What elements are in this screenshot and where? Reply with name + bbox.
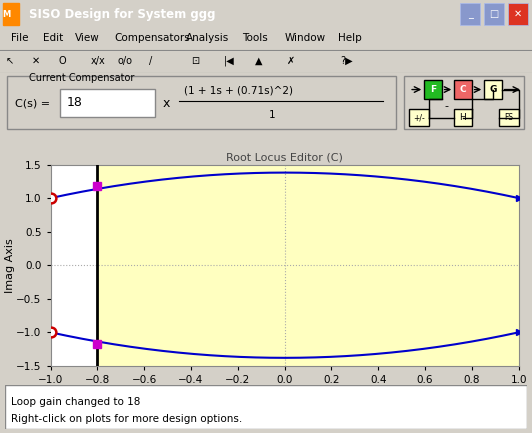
FancyBboxPatch shape [454,110,472,126]
Bar [51,165,97,366]
Text: F: F [430,85,436,94]
FancyBboxPatch shape [61,89,155,117]
Text: /: / [149,56,152,66]
FancyBboxPatch shape [7,76,396,129]
Text: x: x [163,97,170,110]
Text: View: View [74,33,99,43]
Text: ✕: ✕ [32,56,40,66]
Text: Loop gain changed to 18: Loop gain changed to 18 [11,397,140,407]
FancyBboxPatch shape [508,3,528,25]
FancyBboxPatch shape [424,80,442,99]
Text: 1: 1 [269,110,276,120]
Text: Current Compensator: Current Compensator [29,73,134,83]
FancyBboxPatch shape [484,3,504,25]
Text: File: File [11,33,28,43]
FancyBboxPatch shape [409,110,429,126]
Text: C: C [460,85,466,94]
Text: -: - [445,101,448,111]
Text: +/-: +/- [413,113,425,122]
Text: ▲: ▲ [255,56,263,66]
Y-axis label: Imag Axis: Imag Axis [5,238,15,293]
FancyBboxPatch shape [484,80,502,99]
Text: O: O [59,56,66,66]
Text: ✗: ✗ [287,56,295,66]
X-axis label: Real Axis: Real Axis [259,391,310,401]
Text: ↖: ↖ [5,56,13,66]
Text: Help: Help [338,33,362,43]
Text: (1 + 1s + (0.71s)^2): (1 + 1s + (0.71s)^2) [185,86,294,96]
Text: G: G [489,85,496,94]
Text: C(s) =: C(s) = [15,99,51,109]
Text: H: H [460,113,466,122]
Text: FS: FS [505,113,514,122]
Text: _: _ [468,9,473,19]
Bar [3,3,19,25]
Title: Root Locus Editor (C): Root Locus Editor (C) [226,152,343,162]
Text: Compensators: Compensators [114,33,190,43]
Text: Edit: Edit [43,33,63,43]
FancyBboxPatch shape [460,3,480,25]
FancyBboxPatch shape [404,76,524,129]
Text: M: M [2,10,11,19]
Text: ✕: ✕ [514,9,522,19]
Text: ⊡: ⊡ [192,56,200,66]
Text: o/o: o/o [117,56,132,66]
Text: |◀: |◀ [223,55,234,66]
FancyBboxPatch shape [454,80,472,99]
Text: □: □ [489,9,499,19]
Text: ?▶: ?▶ [340,56,353,66]
Text: 18: 18 [66,96,82,109]
Text: Tools: Tools [242,33,268,43]
Text: Analysis: Analysis [186,33,229,43]
Text: SISO Design for System ggg: SISO Design for System ggg [29,7,216,21]
FancyBboxPatch shape [499,110,519,126]
Text: Window: Window [285,33,326,43]
FancyBboxPatch shape [5,385,527,429]
Text: Right-click on plots for more design options.: Right-click on plots for more design opt… [11,414,242,423]
Text: x/x: x/x [90,56,105,66]
